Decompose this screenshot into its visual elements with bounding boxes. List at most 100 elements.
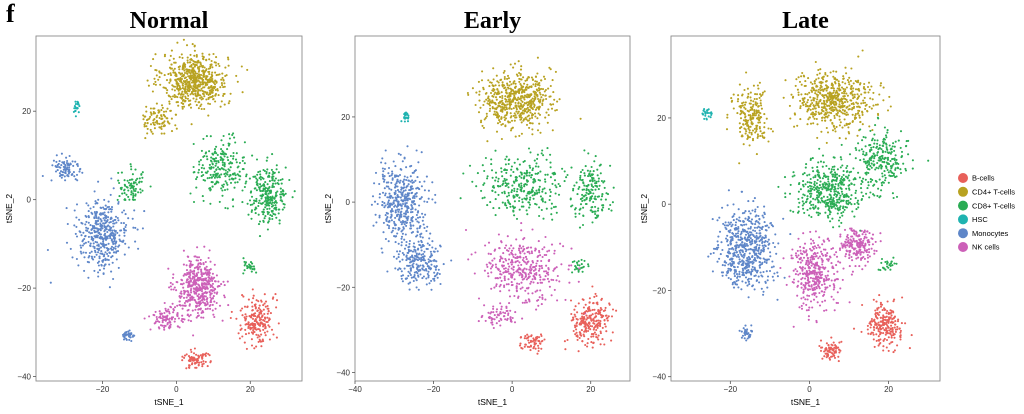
point-nk-cells <box>531 228 534 231</box>
point-cd4-t-cells <box>201 52 204 55</box>
point-cd4-t-cells <box>555 108 558 112</box>
point-b-cells <box>253 323 257 326</box>
point-cd8-t-cells <box>233 186 236 189</box>
point-cd8-t-cells <box>543 178 547 181</box>
point-cd8-t-cells <box>252 265 255 268</box>
point-nk-cells <box>547 259 550 262</box>
point-cd8-t-cells <box>272 212 275 215</box>
point-cd4-t-cells <box>156 122 159 125</box>
point-cd8-t-cells <box>540 208 543 212</box>
point-cd8-t-cells <box>253 187 256 190</box>
point-cd4-t-cells <box>197 89 200 93</box>
point-cd8-t-cells <box>213 170 216 173</box>
point-nk-cells <box>211 279 214 282</box>
point-monocytes <box>416 176 419 179</box>
point-monocytes <box>65 241 69 244</box>
point-cd8-t-cells <box>277 208 280 211</box>
point-cd8-t-cells <box>279 196 282 199</box>
point-monocytes <box>389 196 392 199</box>
point-cd4-t-cells <box>174 124 177 127</box>
point-nk-cells <box>512 268 515 271</box>
point-monocytes <box>393 199 396 202</box>
point-nk-cells <box>508 295 512 298</box>
y-tick-label: −40 <box>17 373 31 382</box>
point-cd8-t-cells <box>544 180 547 183</box>
point-cd8-t-cells <box>544 192 547 195</box>
point-nk-cells <box>186 289 189 293</box>
point-monocytes <box>396 232 399 235</box>
point-nk-cells <box>528 268 531 271</box>
point-nk-cells <box>556 274 559 278</box>
point-nk-cells <box>491 265 494 268</box>
point-cd4-t-cells <box>203 86 206 89</box>
point-nk-cells <box>168 286 171 289</box>
point-monocytes <box>391 196 394 199</box>
point-cd8-t-cells <box>231 198 234 202</box>
point-cd4-t-cells <box>212 52 215 56</box>
point-cd8-t-cells <box>246 265 249 268</box>
point-b-cells <box>252 314 255 317</box>
point-monocytes <box>102 272 105 275</box>
point-nk-cells <box>164 315 167 318</box>
point-monocytes <box>381 173 384 176</box>
point-monocytes <box>392 160 395 163</box>
point-cd4-t-cells <box>197 101 200 104</box>
point-cd4-t-cells <box>534 115 537 118</box>
point-cd8-t-cells <box>228 137 231 140</box>
point-cd8-t-cells <box>268 202 271 205</box>
point-cd4-t-cells <box>169 54 172 57</box>
point-monocytes <box>118 238 121 241</box>
point-cd8-t-cells <box>221 159 224 162</box>
point-monocytes <box>99 237 102 240</box>
point-monocytes <box>397 152 400 155</box>
point-nk-cells <box>532 274 535 277</box>
point-cd4-t-cells <box>511 126 514 129</box>
point-b-cells <box>594 312 597 315</box>
point-cd4-t-cells <box>482 86 485 89</box>
point-cd8-t-cells <box>215 152 218 155</box>
point-monocytes <box>410 218 413 222</box>
point-b-cells <box>251 288 254 291</box>
point-cd8-t-cells <box>604 198 607 201</box>
point-monocytes <box>394 267 397 270</box>
point-monocytes <box>382 221 385 224</box>
point-cd8-t-cells <box>510 191 513 194</box>
point-cd8-t-cells <box>133 198 136 201</box>
point-cd4-t-cells <box>542 75 546 78</box>
point-cd4-t-cells <box>221 84 224 87</box>
point-cd4-t-cells <box>190 81 194 84</box>
point-cd8-t-cells <box>201 164 204 167</box>
point-nk-cells <box>205 300 209 303</box>
point-monocytes <box>403 223 406 226</box>
point-monocytes <box>378 196 381 199</box>
point-cd8-t-cells <box>241 189 244 192</box>
point-nk-cells <box>507 268 510 271</box>
point-monocytes <box>107 216 110 219</box>
point-nk-cells <box>505 249 509 252</box>
point-cd4-t-cells <box>510 119 514 122</box>
point-cd4-t-cells <box>168 100 171 103</box>
point-b-cells <box>188 364 191 367</box>
point-nk-cells <box>213 276 216 279</box>
point-cd8-t-cells <box>226 170 229 174</box>
point-cd4-t-cells <box>550 107 554 110</box>
point-cd4-t-cells <box>513 112 516 115</box>
point-cd4-t-cells <box>199 83 202 86</box>
point-nk-cells <box>172 288 175 291</box>
point-cd4-t-cells <box>505 108 508 111</box>
point-monocytes <box>102 242 105 245</box>
point-cd4-t-cells <box>520 132 523 135</box>
point-b-cells <box>597 334 600 337</box>
point-cd4-t-cells <box>171 84 174 87</box>
point-cd4-t-cells <box>518 77 521 80</box>
point-cd4-t-cells <box>504 108 507 111</box>
point-monocytes <box>387 201 390 204</box>
point-nk-cells <box>183 304 186 307</box>
point-cd8-t-cells <box>220 173 223 176</box>
point-monocytes <box>95 216 98 219</box>
point-cd8-t-cells <box>587 175 590 178</box>
point-nk-cells <box>495 308 499 311</box>
point-nk-cells <box>540 259 543 263</box>
point-cd4-t-cells <box>537 100 540 103</box>
